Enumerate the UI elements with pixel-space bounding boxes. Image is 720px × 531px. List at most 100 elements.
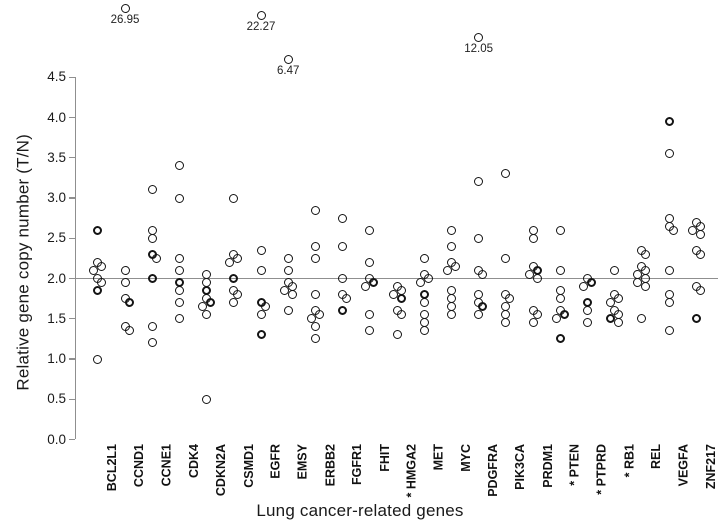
x-axis-title: Lung cancer-related genes xyxy=(256,501,464,520)
y-tick-mark xyxy=(69,438,75,441)
data-point xyxy=(446,225,456,235)
data-point xyxy=(396,294,406,304)
outlier-point xyxy=(474,32,484,42)
data-point xyxy=(365,310,375,320)
y-tick-label: 3.0 xyxy=(47,190,66,205)
data-point xyxy=(124,298,134,308)
data-point xyxy=(582,306,592,316)
data-point xyxy=(419,253,429,263)
data-point xyxy=(392,330,402,340)
data-point xyxy=(225,257,235,267)
data-point xyxy=(174,286,184,296)
y-tick-label: 1.5 xyxy=(47,310,66,326)
y-tick-mark xyxy=(69,76,75,78)
data-point xyxy=(555,334,565,344)
data-point xyxy=(614,294,624,304)
data-point xyxy=(610,265,620,275)
data-point xyxy=(369,278,379,288)
y-tick-label: 2.5 xyxy=(47,230,66,246)
outlier-value-label: 22.27 xyxy=(246,21,276,34)
data-point xyxy=(93,286,103,296)
data-point xyxy=(668,225,678,235)
gene-label: PRDM1 xyxy=(540,444,555,488)
gene-label: CCND1 xyxy=(132,444,147,488)
data-point xyxy=(641,249,651,259)
data-point xyxy=(478,269,488,279)
y-tick-mark xyxy=(69,318,75,320)
data-point xyxy=(501,253,511,263)
y-tick-mark xyxy=(69,398,75,400)
data-point xyxy=(310,205,320,215)
data-point xyxy=(664,265,674,275)
data-point xyxy=(174,278,184,288)
data-point xyxy=(97,261,107,271)
data-point xyxy=(174,161,184,171)
data-point xyxy=(446,310,456,320)
data-point xyxy=(233,290,243,300)
data-point xyxy=(151,253,161,263)
data-point xyxy=(474,177,484,187)
data-point xyxy=(524,269,534,279)
data-point xyxy=(641,282,651,292)
outlier-point xyxy=(283,54,293,64)
data-point xyxy=(501,169,511,179)
outlier-value-label: 26.95 xyxy=(110,14,140,27)
data-point xyxy=(555,265,565,275)
data-point xyxy=(147,338,157,348)
data-point xyxy=(388,290,398,300)
gene-label: CSMD1 xyxy=(241,444,256,488)
data-point xyxy=(474,233,484,243)
data-point xyxy=(206,298,216,308)
data-point xyxy=(283,265,293,275)
data-point xyxy=(559,310,569,320)
gene-label: REL xyxy=(649,444,664,469)
data-point xyxy=(551,314,561,324)
y-tick-mark xyxy=(69,116,75,119)
data-point xyxy=(365,225,375,235)
data-point xyxy=(501,318,511,328)
data-point xyxy=(578,282,588,292)
data-point xyxy=(419,298,429,308)
data-point xyxy=(361,282,371,292)
data-point xyxy=(664,298,674,308)
gene-label: BCL2L1 xyxy=(105,444,120,492)
y-tick-label: 3.5 xyxy=(47,149,66,165)
y-tick-label: 4.0 xyxy=(47,109,66,125)
data-point xyxy=(202,286,212,296)
data-point xyxy=(310,322,320,332)
outlier-value-label: 6.47 xyxy=(276,65,300,78)
data-point xyxy=(586,278,596,288)
data-point xyxy=(695,249,705,259)
gene-label: MET xyxy=(431,444,446,471)
y-axis-line xyxy=(75,77,77,439)
data-point xyxy=(310,241,320,251)
data-point xyxy=(147,322,157,332)
gene-label: ZNF217 xyxy=(703,444,718,490)
data-point xyxy=(423,274,433,283)
gene-label: FGFR1 xyxy=(350,444,365,485)
gene-label: FHIT xyxy=(377,444,392,472)
data-point xyxy=(365,326,375,336)
data-point xyxy=(287,290,297,300)
data-point xyxy=(256,330,266,340)
data-point xyxy=(338,306,348,316)
gene-label: EGFR xyxy=(268,444,283,479)
data-point xyxy=(637,314,647,324)
data-point xyxy=(691,314,701,324)
outlier-point xyxy=(120,3,130,13)
y-tick-mark xyxy=(69,157,75,159)
data-point xyxy=(229,274,239,283)
data-point xyxy=(664,149,674,159)
data-point xyxy=(419,290,429,300)
data-point xyxy=(474,310,484,320)
gene-label: * PTEN xyxy=(567,444,582,486)
data-point xyxy=(233,253,243,263)
data-point xyxy=(415,278,425,288)
data-point xyxy=(283,306,293,316)
data-point xyxy=(202,310,212,320)
y-tick-mark xyxy=(69,197,75,199)
data-point xyxy=(174,265,184,275)
data-point xyxy=(695,286,705,296)
data-point xyxy=(582,318,592,328)
gene-label: PIK3CA xyxy=(513,444,528,490)
